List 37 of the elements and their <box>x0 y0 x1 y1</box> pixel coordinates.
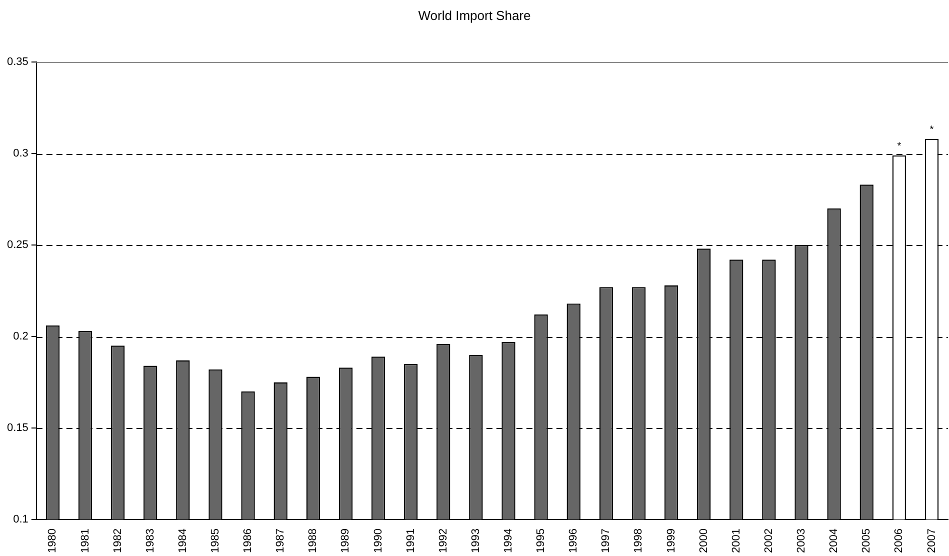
x-tick-label: 1998 <box>632 528 645 554</box>
chart-title: World Import Share <box>417 8 532 23</box>
x-tick-label: 1989 <box>340 528 352 554</box>
x-tick-label: 1987 <box>274 528 287 554</box>
x-tick-label: 1986 <box>242 528 254 554</box>
x-tick-label: 2005 <box>860 528 873 554</box>
x-tick-label: 1988 <box>307 528 320 554</box>
annotation: * <box>930 124 934 136</box>
y-tick-label: 0.25 <box>6 239 28 252</box>
x-tick-label: 2007 <box>926 528 938 554</box>
x-tick-label: 1999 <box>665 528 678 554</box>
x-tick-label: 1994 <box>502 528 515 554</box>
y-tick-label: 0.1 <box>13 514 28 526</box>
annotation: * <box>897 141 902 152</box>
x-tick-label: 1981 <box>79 528 92 554</box>
x-tick-label: 1980 <box>46 528 59 554</box>
x-tick-label: 1991 <box>404 528 417 554</box>
x-tick-label: 1982 <box>112 528 124 554</box>
x-tick-label: 1995 <box>535 528 548 554</box>
x-tick-label: 1993 <box>470 528 482 554</box>
y-tick-label: 0.3 <box>13 148 28 160</box>
x-tick-label: 2006 <box>893 528 906 554</box>
y-tick-label: 0.2 <box>13 330 28 343</box>
x-tick-label: 2004 <box>828 528 840 554</box>
x-tick-label: 1983 <box>144 528 156 554</box>
x-tick-label: 1984 <box>176 528 189 554</box>
x-tick-label: 1996 <box>568 528 580 554</box>
x-tick-label: 2003 <box>796 528 808 554</box>
x-tick-label: 1990 <box>372 528 384 554</box>
y-tick-label: 0.35 <box>6 56 28 68</box>
x-tick-label: 2000 <box>698 528 710 554</box>
x-tick-label: 1992 <box>437 528 450 554</box>
x-tick-label: 2001 <box>730 528 742 554</box>
x-tick-label: 1985 <box>210 528 222 554</box>
y-tick-label: 0.15 <box>6 422 28 434</box>
x-tick-label: 2002 <box>762 528 775 554</box>
x-tick-label: 1997 <box>600 528 612 554</box>
